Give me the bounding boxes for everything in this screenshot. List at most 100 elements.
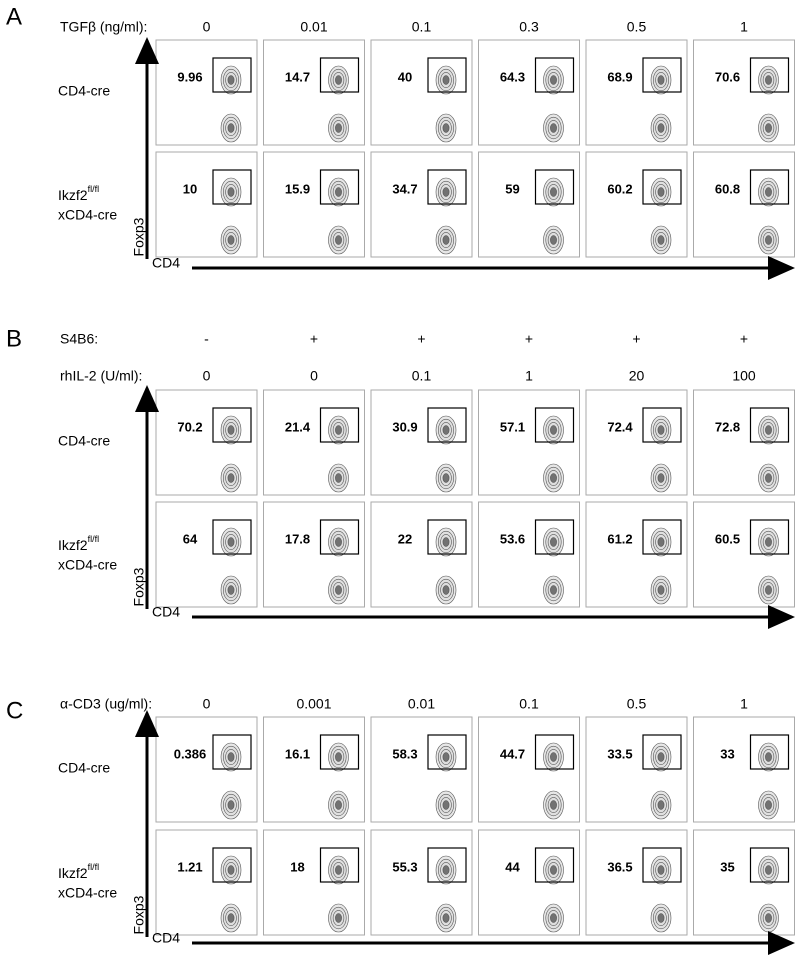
gate: [427, 169, 467, 205]
contour: [335, 75, 342, 85]
condition-value: 100: [732, 368, 756, 384]
gate-percentage: 33.5: [607, 746, 632, 761]
condition-value: 0: [203, 696, 211, 712]
contour: [765, 187, 772, 197]
gate: [642, 407, 682, 443]
gate-percentage: 44: [505, 859, 520, 874]
condition-value: 0.5: [627, 19, 647, 35]
gate: [319, 734, 360, 770]
x-axis-label: CD4: [152, 255, 180, 271]
row-label-line2: xCD4-cre: [58, 885, 117, 901]
gate: [534, 519, 575, 555]
gate: [534, 734, 575, 770]
gate-percentage: 18: [290, 859, 304, 874]
contour: [227, 473, 235, 483]
condition-value: 1: [740, 696, 748, 712]
contour: [335, 123, 342, 133]
row-label: Ikzf2fl/fl: [58, 184, 99, 202]
gate: [212, 57, 252, 93]
contour: [550, 235, 557, 245]
contour: [335, 537, 342, 547]
contour: [335, 752, 342, 762]
row-label-sup: fl/fl: [88, 862, 100, 872]
gate-percentage: 64: [183, 531, 198, 546]
contour: [657, 865, 665, 875]
condition-value: 0.001: [296, 696, 331, 712]
gate-percentage: 36.5: [607, 859, 632, 874]
gate: [534, 847, 575, 883]
contour: [442, 752, 450, 762]
gate-percentage: 72.8: [715, 419, 740, 434]
gate: [749, 734, 790, 770]
contour: [227, 913, 235, 923]
gate-percentage: 68.9: [607, 69, 632, 84]
gate-percentage: 61.2: [607, 531, 632, 546]
contour: [765, 75, 772, 85]
row-label: Ikzf2fl/fl: [58, 862, 99, 880]
contour: [657, 187, 665, 197]
condition-label: α-CD3 (ug/ml):: [60, 696, 152, 712]
row-label-sup: fl/fl: [88, 534, 100, 544]
gate-percentage: 17.8: [285, 531, 310, 546]
condition-value: 0: [310, 368, 318, 384]
gate: [319, 847, 360, 883]
contour: [657, 537, 665, 547]
condition-value: +: [525, 331, 533, 347]
contour: [657, 585, 665, 595]
gate-percentage: 0.386: [174, 746, 207, 761]
condition-value: 0: [203, 368, 211, 384]
contour: [657, 800, 665, 810]
gate: [212, 847, 252, 883]
contour: [765, 473, 772, 483]
gate: [749, 407, 790, 443]
gate-percentage: 60.5: [715, 531, 740, 546]
gate: [534, 407, 575, 443]
row-label-name: Ikzf2: [58, 537, 88, 553]
gate-percentage: 33: [720, 746, 734, 761]
y-axis-label: Foxp3: [131, 217, 147, 256]
contour: [765, 800, 772, 810]
row-label: CD4-cre: [58, 83, 110, 99]
condition-value: 0.01: [408, 696, 435, 712]
row-label-name: Ikzf2: [58, 187, 88, 203]
gate: [749, 57, 790, 93]
contour: [765, 235, 772, 245]
contour: [442, 913, 450, 923]
contour: [335, 425, 342, 435]
gate: [212, 407, 252, 443]
panel-letter: A: [6, 3, 22, 30]
contour: [657, 913, 665, 923]
condition-value: +: [417, 331, 425, 347]
contour: [550, 865, 557, 875]
contour: [765, 123, 772, 133]
gate: [749, 169, 790, 205]
contour: [550, 473, 557, 483]
contour: [765, 865, 772, 875]
contour: [550, 752, 557, 762]
contour: [442, 235, 450, 245]
condition-value: +: [310, 331, 318, 347]
y-axis-label: Foxp3: [131, 567, 147, 606]
contour: [335, 187, 342, 197]
x-axis-label: CD4: [152, 930, 180, 946]
gate-percentage: 59: [505, 181, 519, 196]
condition-value: 20: [629, 368, 645, 384]
gate: [212, 734, 252, 770]
contour: [227, 187, 235, 197]
row-label-line2: xCD4-cre: [58, 207, 117, 223]
x-axis-label: CD4: [152, 604, 180, 620]
condition-value: 0: [203, 19, 211, 35]
condition-label: S4B6:: [60, 331, 98, 347]
gate-percentage: 55.3: [392, 859, 417, 874]
gate: [642, 519, 682, 555]
condition-label: rhIL-2 (U/ml):: [60, 368, 142, 384]
contour: [765, 752, 772, 762]
gate: [212, 519, 252, 555]
gate: [749, 519, 790, 555]
contour: [227, 865, 235, 875]
gate: [534, 57, 575, 93]
contour: [442, 425, 450, 435]
contour: [765, 913, 772, 923]
contour: [550, 585, 557, 595]
